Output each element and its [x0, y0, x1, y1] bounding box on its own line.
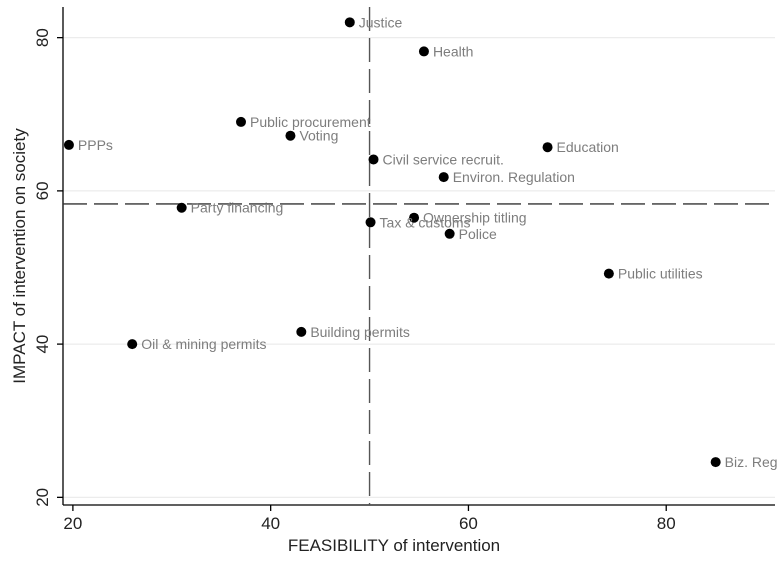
- x-tick-label: 60: [459, 514, 478, 533]
- data-point-label: Party financing: [191, 200, 284, 216]
- data-point-label: Civil service recruit.: [383, 151, 504, 167]
- x-tick-label: 20: [63, 514, 82, 533]
- x-tick-label: 40: [261, 514, 280, 533]
- data-point-label: PPPs: [78, 137, 113, 153]
- data-point: [710, 457, 721, 468]
- data-point: [365, 217, 376, 228]
- data-point: [368, 154, 379, 165]
- data-point-label: Health: [433, 43, 473, 59]
- data-point-label: Public procurement: [250, 114, 371, 130]
- data-point-label: Public utilities: [618, 266, 703, 282]
- y-tick-label: 20: [33, 488, 52, 507]
- x-axis-title: FEASIBILITY of intervention: [288, 536, 500, 555]
- data-point: [418, 46, 429, 57]
- data-point: [236, 116, 246, 127]
- data-point-label: Police: [459, 226, 497, 242]
- data-point: [438, 172, 449, 183]
- x-tick-label: 80: [657, 514, 676, 533]
- data-point-label: Oil & mining permits: [141, 336, 266, 352]
- data-point-label: Building permits: [310, 324, 410, 340]
- data-point: [444, 228, 455, 239]
- y-axis-title: IMPACT of intervention on society: [10, 128, 29, 384]
- data-point-label: Voting: [299, 128, 338, 144]
- y-tick-label: 40: [33, 335, 52, 354]
- data-point: [344, 17, 355, 28]
- data-point-label: Ownership titling: [423, 210, 527, 226]
- data-point-label: Environ. Regulation: [453, 169, 575, 185]
- data-point: [409, 212, 420, 223]
- data-point: [63, 139, 74, 150]
- data-point-label: Education: [557, 139, 619, 155]
- data-point-label: Biz. Reg: [725, 454, 778, 470]
- data-point: [285, 130, 296, 141]
- y-tick-label: 60: [33, 181, 52, 200]
- data-point: [296, 326, 307, 337]
- data-point: [127, 339, 138, 350]
- data-point-label: Justice: [359, 14, 403, 30]
- data-point-label: Tax & customs: [380, 214, 471, 230]
- data-point: [176, 202, 187, 213]
- data-point: [603, 268, 614, 279]
- data-point: [542, 142, 553, 153]
- y-tick-label: 80: [33, 28, 52, 47]
